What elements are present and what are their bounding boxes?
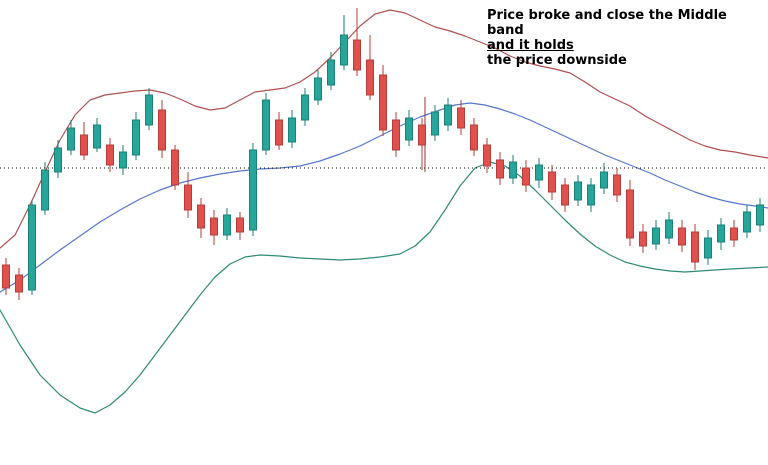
bear-candle xyxy=(171,149,179,186)
bull-candle xyxy=(249,149,257,231)
bear-candle xyxy=(236,217,244,233)
bull-candle xyxy=(288,117,296,143)
bull-candle xyxy=(262,99,270,151)
chart-annotation: Price broke and close the Middle band an… xyxy=(487,8,765,68)
bear-candle xyxy=(457,107,465,129)
bear-candle xyxy=(184,184,192,211)
bear-candle xyxy=(691,231,699,263)
bull-candle xyxy=(41,169,49,211)
bear-candle xyxy=(379,74,387,131)
bull-candle xyxy=(67,127,75,151)
bear-candle xyxy=(639,231,647,247)
bull-candle xyxy=(145,94,153,126)
bull-candle xyxy=(743,211,751,233)
bear-candle xyxy=(561,184,569,206)
bear-candle xyxy=(2,264,10,289)
middle-band-line xyxy=(0,102,768,293)
bear-candle xyxy=(392,119,400,151)
bull-candle xyxy=(574,181,582,201)
bull-candle xyxy=(132,119,140,156)
bear-candle xyxy=(106,144,114,166)
bear-candle xyxy=(522,167,530,186)
candles-group xyxy=(2,8,764,300)
bear-candle xyxy=(626,189,634,239)
bull-candle xyxy=(665,219,673,239)
bull-candle xyxy=(119,151,127,169)
annotation-line-2: and it holds xyxy=(487,38,574,53)
bull-candle xyxy=(704,237,712,259)
bull-candle xyxy=(54,147,62,173)
bear-candle xyxy=(275,119,283,146)
bear-candle xyxy=(15,274,23,293)
bear-candle xyxy=(197,204,205,229)
lower-band-line xyxy=(0,161,768,414)
bear-candle xyxy=(158,109,166,151)
bull-candle xyxy=(405,117,413,141)
bull-candle xyxy=(327,59,335,86)
bear-candle xyxy=(418,124,426,146)
bull-candle xyxy=(314,77,322,101)
bull-candle xyxy=(93,124,101,149)
bull-candle xyxy=(431,111,439,136)
bull-candle xyxy=(600,171,608,189)
bear-candle xyxy=(613,174,621,196)
bear-candle xyxy=(496,159,504,179)
bull-candle xyxy=(587,184,595,206)
bull-candle xyxy=(223,214,231,236)
bear-candle xyxy=(80,134,88,156)
bear-candle xyxy=(470,124,478,151)
bull-candle xyxy=(444,104,452,126)
bear-candle xyxy=(210,217,218,236)
bear-candle xyxy=(353,39,361,71)
bear-candle xyxy=(730,227,738,241)
bull-candle xyxy=(535,164,543,181)
annotation-line-3: the price downside xyxy=(487,53,627,68)
bull-candle xyxy=(301,94,309,121)
bear-candle xyxy=(548,171,556,193)
bull-candle xyxy=(756,204,764,226)
bear-candle xyxy=(366,59,374,96)
bear-candle xyxy=(483,144,491,167)
upper-band-line xyxy=(0,9,768,249)
bear-candle xyxy=(678,227,686,246)
bull-candle xyxy=(509,161,517,179)
bull-candle xyxy=(717,224,725,243)
bull-candle xyxy=(652,227,660,245)
bull-candle xyxy=(28,204,36,291)
annotation-line-1: Price broke and close the Middle band xyxy=(487,8,727,38)
bull-candle xyxy=(340,34,348,66)
